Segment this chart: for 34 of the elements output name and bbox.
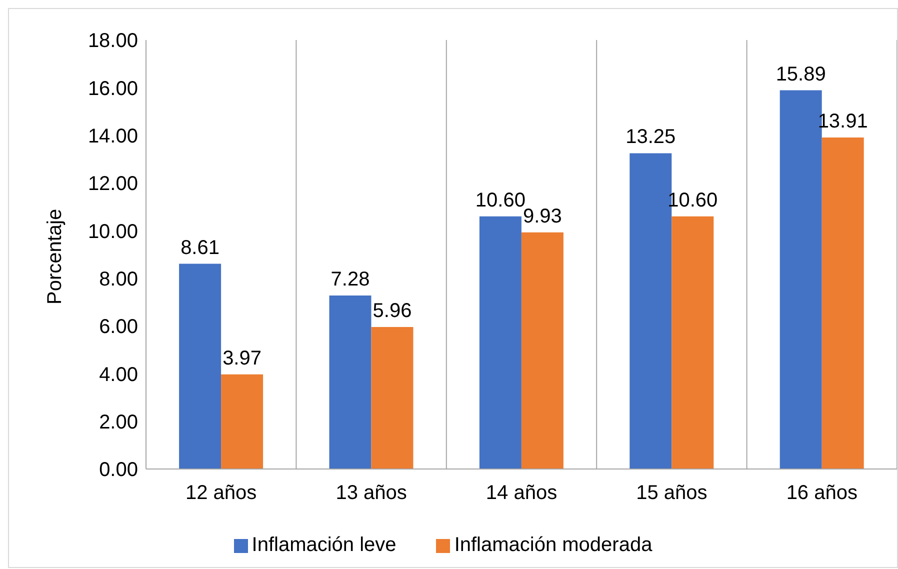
data-label: 13.25	[626, 126, 676, 148]
legend-label: Inflamación moderada	[454, 534, 652, 556]
bar	[479, 216, 522, 469]
y-axis-title: Porcentaje	[44, 208, 66, 304]
bar	[179, 264, 222, 469]
y-tick-label: 6.00	[99, 316, 138, 338]
data-label: 10.60	[475, 189, 526, 212]
y-tick-label: 12.00	[88, 173, 138, 196]
data-label: 9.93	[522, 205, 562, 228]
x-tick-label: 13 años	[336, 482, 407, 504]
data-label: 15.89	[776, 63, 826, 86]
x-tick-label: 16 años	[786, 482, 858, 504]
data-label: 5.96	[372, 300, 412, 322]
x-tick-label: 14 años	[486, 482, 558, 504]
x-tick-label: 12 años	[186, 482, 257, 504]
y-tick-label: 2.00	[99, 411, 138, 434]
bar	[371, 326, 414, 469]
y-tick-label: 16.00	[88, 78, 138, 100]
bar	[221, 374, 264, 469]
y-tick-label: 8.00	[99, 268, 138, 290]
bar	[822, 137, 864, 469]
bar	[329, 295, 372, 469]
data-label: 7.28	[330, 268, 370, 290]
y-tick-label: 0.00	[99, 459, 138, 482]
bar	[672, 216, 714, 469]
bar	[521, 232, 564, 469]
data-label: 3.97	[222, 347, 262, 370]
legend-label: Inflamación leve	[252, 534, 396, 556]
y-tick-label: 14.00	[88, 125, 138, 148]
x-tick-label: 15 años	[636, 482, 708, 504]
data-label: 8.61	[180, 236, 220, 259]
y-tick-label: 10.00	[88, 220, 138, 243]
y-tick-label: 4.00	[99, 364, 138, 386]
y-tick-label: 18.00	[88, 30, 138, 52]
